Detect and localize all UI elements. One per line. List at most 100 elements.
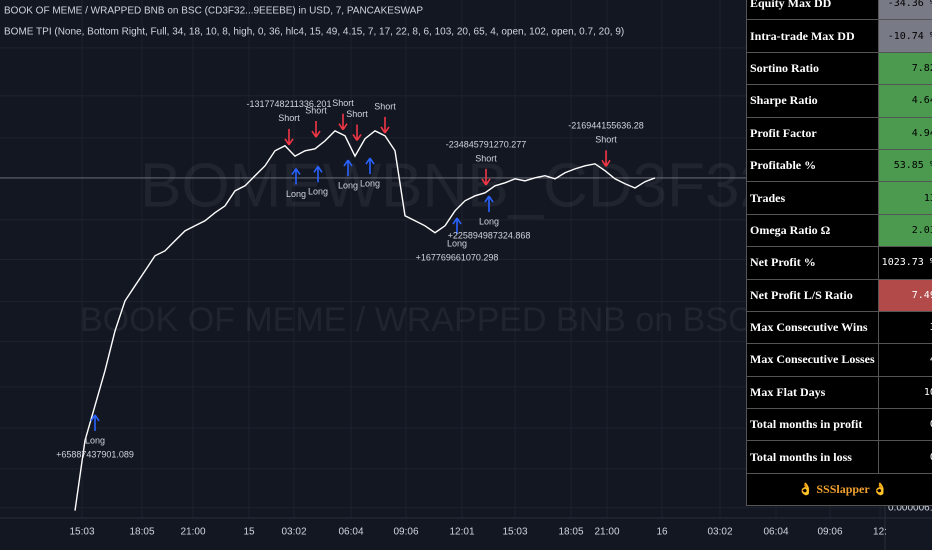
signal-pnl: -1317748211336.201 <box>247 99 332 109</box>
signal-arrow <box>338 113 348 131</box>
x-tick-label: 03:02 <box>281 527 306 538</box>
signal-side: Long <box>308 187 328 197</box>
stats-row: Net Profit % 1023.73 % <box>746 246 932 280</box>
stats-row: Trades13 <box>746 181 932 215</box>
signal-arrow <box>291 168 301 185</box>
signal-arrow <box>601 150 611 167</box>
signal-arrow <box>284 128 294 146</box>
signal-pnl: -234845791270.277 <box>446 139 527 149</box>
signal-side: Long <box>85 435 105 445</box>
signal-side: Short <box>305 105 327 115</box>
stats-label: Equity Max DD <box>746 0 879 21</box>
stats-value: 4.94 <box>877 116 932 150</box>
signal-side: Long <box>360 178 380 188</box>
x-tick-label: 09:06 <box>393 527 418 538</box>
signal-arrow <box>380 116 390 134</box>
chart-title: BOOK OF MEME / WRAPPED BNB on BSC (CD3F3… <box>4 6 423 17</box>
stats-label: Total months in profit <box>746 408 879 442</box>
stats-value: 3 <box>877 310 932 345</box>
signal-arrow <box>352 124 362 141</box>
stats-row: Max Consecutive Losses4 <box>746 343 932 377</box>
stats-label: Profit Factor <box>746 116 879 150</box>
signal-arrow <box>90 414 100 431</box>
signal-arrow <box>365 157 375 175</box>
stats-table: Equity Max DD -34.36 % Intra-trade Max DD -… <box>746 0 932 507</box>
signal-side: Short <box>346 109 368 119</box>
stats-row: Profitable % 53.85 % <box>746 148 932 183</box>
signal: Long <box>308 165 328 197</box>
stats-label: Sharpe Ratio <box>746 84 879 118</box>
x-tick-label: 15 <box>243 527 255 538</box>
stats-label: Net Profit % <box>746 246 879 280</box>
stats-label: Omega Ratio Ω <box>746 213 879 248</box>
x-tick-label: 18:05 <box>129 527 154 538</box>
stats-value: 53.85 % <box>877 148 932 183</box>
stats-value: 10 <box>877 375 932 410</box>
stats-value: 2.03 <box>877 213 932 248</box>
signal-pnl: +167769661070.298 <box>416 252 499 262</box>
signal-side: Short <box>475 153 497 163</box>
stats-value: -10.74 % <box>877 19 932 53</box>
stats-row: Omega Ratio Ω2.03 <box>746 213 932 248</box>
y-tick-label: 0.0000061000 <box>888 503 932 514</box>
stats-footer-row: 👌 SSSlapper 👌 <box>746 472 932 507</box>
stats-footer: 👌 SSSlapper 👌 <box>746 472 932 507</box>
price-line <box>74 129 656 511</box>
signal: Short -216944155636.28 <box>568 121 644 167</box>
stats-row: Total months in profit0 <box>746 408 932 442</box>
signal-side: Short <box>332 98 354 108</box>
signal-arrow <box>484 195 494 213</box>
stats-value: 4 <box>877 343 932 377</box>
signal-arrow <box>452 217 462 235</box>
signal-pnl: -216944155636.28 <box>568 121 644 131</box>
stats-value: 7.82 <box>877 51 932 86</box>
signal-arrow <box>313 165 323 183</box>
signal: Short <box>374 101 396 134</box>
x-tick-label: 06:04 <box>338 527 363 538</box>
signal-arrow <box>311 121 321 138</box>
x-tick-label: 21:00 <box>594 527 619 538</box>
signal: Short -234845791270.277 <box>446 139 527 186</box>
signal: Long +167769661070.298 <box>416 217 499 262</box>
stats-label: Net Profit L/S Ratio <box>746 278 879 312</box>
x-tick-label: 21:00 <box>180 527 205 538</box>
signal-side: Long <box>479 216 499 226</box>
signal-pnl: +65887437901.089 <box>56 449 134 459</box>
signal: Short <box>332 98 354 131</box>
signal: Long <box>338 159 358 190</box>
signal: Short <box>346 109 368 141</box>
signal-side: Long <box>286 189 306 199</box>
signal-pnl: +225894987324.868 <box>448 230 531 240</box>
stats-value: 1023.73 % <box>877 246 932 280</box>
stats-row: Equity Max DD -34.36 % <box>746 0 932 21</box>
signal: Short <box>305 105 327 138</box>
stats-label: Max Flat Days <box>746 375 879 410</box>
stats-value: 13 <box>877 181 932 215</box>
stats-label: Max Consecutive Losses <box>746 343 879 377</box>
signal: Short-1317748211336.201 <box>247 99 332 146</box>
stats-label: Total months in loss <box>746 440 879 474</box>
signal-arrow <box>481 168 491 186</box>
indicator-line: BOME TPI (None, Bottom Right, Full, 34, … <box>4 27 624 38</box>
signal: Long +65887437901.089 <box>56 414 134 459</box>
stats-label: Max Consecutive Wins <box>746 310 879 345</box>
stats-value: 7.49 <box>877 278 932 312</box>
signal-side: Long <box>447 238 467 248</box>
signal-side: Short <box>278 113 300 123</box>
signal-side: Short <box>374 101 396 111</box>
stats-row: Max Consecutive Wins3 <box>746 310 932 345</box>
x-tick-label: 03:02 <box>707 527 732 538</box>
stats-value: 0 <box>877 440 932 474</box>
signal-side: Long <box>338 180 358 190</box>
stats-row: Total months in loss0 <box>746 440 932 474</box>
x-tick-label: 12: <box>873 527 887 538</box>
stats-row: Max Flat Days10 <box>746 375 932 410</box>
x-tick-label: 15:03 <box>69 527 94 538</box>
signal-side: Short <box>595 135 617 145</box>
stats-value: -34.36 % <box>877 0 932 21</box>
